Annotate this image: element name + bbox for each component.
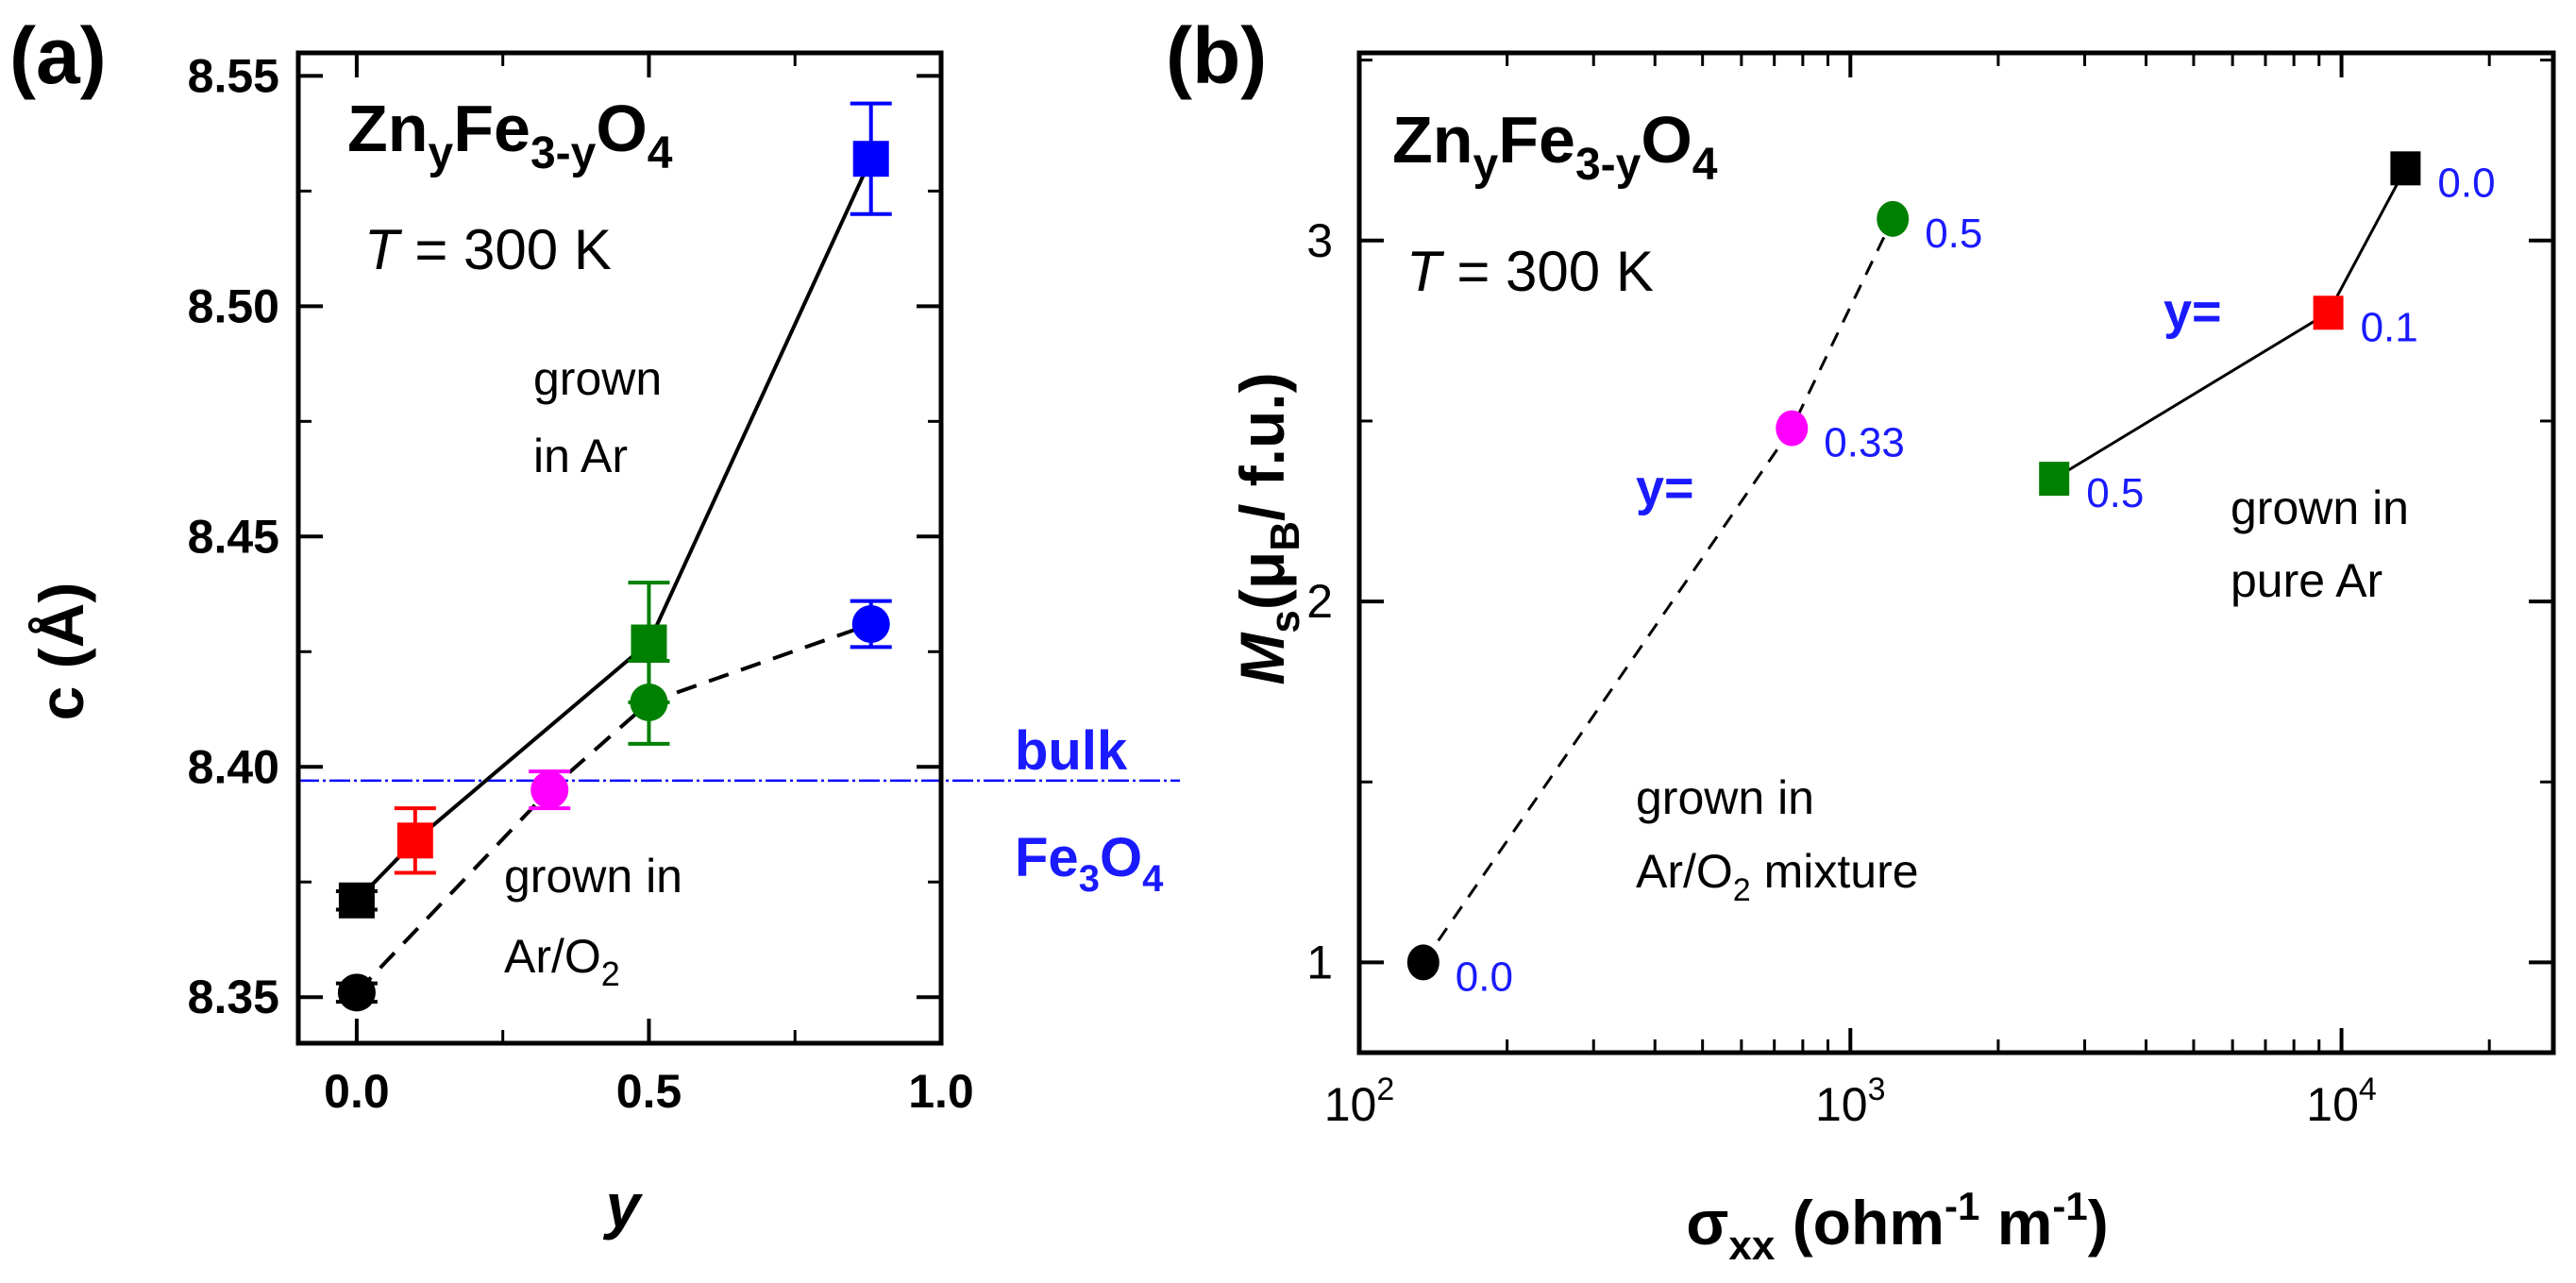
series-lines-layer [355, 158, 873, 994]
point-label-b: 0.5 [1925, 211, 1982, 257]
circle-marker-a [530, 770, 569, 809]
panel-b-formula: ZnyFe3-yO4 [1392, 103, 1718, 190]
point-label-b: 0.0 [2437, 160, 2495, 206]
panel-b-ylabel: Ms(μB/ f.u.) [1227, 372, 1308, 684]
annot-pure-line2: pure Ar [2231, 554, 2382, 607]
point-labels-layer-b: 0.0 0.33 0.5 0.5 0.1 0.0 [1456, 160, 2496, 1000]
point-label-b: 0.33 [1824, 420, 1905, 466]
bulk-label-line1: bulk [1015, 720, 1128, 782]
circle-marker-b [1776, 410, 1809, 447]
axes-layer-b: 1 2 3 102 103 104 [1306, 50, 2556, 1131]
axes-layer: 8.35 8.40 8.45 8.50 8.55 0.0 0.5 1.0 [188, 49, 974, 1118]
panel-a-xlabel: y [603, 1171, 644, 1241]
series-line-a-1 [355, 622, 872, 994]
x-tick-label-b: 102 [1324, 1072, 1395, 1131]
data-points-layer-b [1406, 151, 2421, 981]
annot-ar-line2: in Ar [533, 430, 628, 482]
annot-mix-line1: grown in [1636, 771, 1814, 824]
panel-a-label: (a) [9, 11, 107, 100]
y-tick-label-a: 8.40 [188, 740, 279, 793]
annot-aro2-line1: grown in [504, 850, 682, 903]
panel-a-formula: ZnyFe3-yO4 [347, 92, 673, 178]
y-tick-label-b: 1 [1306, 936, 1333, 988]
panel-b-xlabel: σxx (ohm-1 m-1) [1686, 1184, 2108, 1269]
point-label-b: 0.1 [2361, 304, 2418, 350]
point-label-b: 0.5 [2086, 470, 2144, 516]
circle-marker-a [630, 683, 668, 721]
annot-mix-line2: Ar/O2 mixture [1636, 845, 1919, 908]
panel-a-temperature: T = 300 K [364, 218, 612, 281]
y-tick-label-a: 8.50 [188, 279, 279, 332]
panel-b-temperature: T = 300 K [1406, 240, 1654, 303]
x-tick-label-b: 103 [1815, 1072, 1886, 1131]
series-line-b-1 [2053, 167, 2407, 481]
square-marker-a [338, 882, 375, 919]
y-tick-label-a: 8.45 [188, 510, 279, 563]
panel-b-label: (b) [1166, 11, 1267, 100]
y-tick-label-a: 8.55 [188, 49, 279, 102]
square-marker-a [631, 624, 667, 661]
annot-y-eq-right: y= [2164, 283, 2222, 340]
series-line-a-0 [355, 158, 873, 903]
y-tick-label-b: 2 [1306, 575, 1333, 628]
x-tick-label-a: 0.5 [616, 1065, 682, 1118]
y-tick-label-b: 3 [1306, 214, 1333, 267]
circle-marker-b [1406, 944, 1440, 981]
data-points-layer [335, 101, 892, 1012]
circle-marker-a [337, 973, 376, 1012]
panel-a-ylabel: c (Å) [26, 582, 96, 721]
bulk-label-line2: Fe3O4 [1015, 827, 1164, 900]
annot-pure-line1: grown in [2231, 481, 2409, 534]
x-tick-label-a: 1.0 [908, 1065, 974, 1118]
square-marker-a [852, 141, 889, 177]
x-tick-label-b: 104 [2306, 1072, 2377, 1131]
circle-marker-a [851, 605, 890, 644]
panel-b: (b) ZnyFe3-yO4 T = 300 K y= y= grown in … [1166, 11, 2556, 1269]
circle-marker-b [1877, 200, 1910, 237]
square-marker-b [2390, 151, 2421, 186]
square-marker-a [396, 822, 433, 859]
plot-frame-b [1356, 50, 2556, 1055]
panel-a: (a) ZnyFe3-yO4 T = 300 K grown in Ar gro… [9, 11, 1180, 1241]
annot-y-eq-left: y= [1636, 460, 1694, 516]
annot-aro2-line2: Ar/O2 [504, 930, 620, 993]
annot-ar-line1: grown [533, 352, 662, 405]
square-marker-b [2313, 295, 2344, 330]
point-label-b: 0.0 [1456, 954, 1513, 1000]
y-tick-label-a: 8.35 [188, 971, 279, 1023]
plot-frame-a [295, 50, 944, 1046]
x-tick-label-a: 0.0 [324, 1065, 390, 1118]
square-marker-b [2039, 462, 2070, 497]
